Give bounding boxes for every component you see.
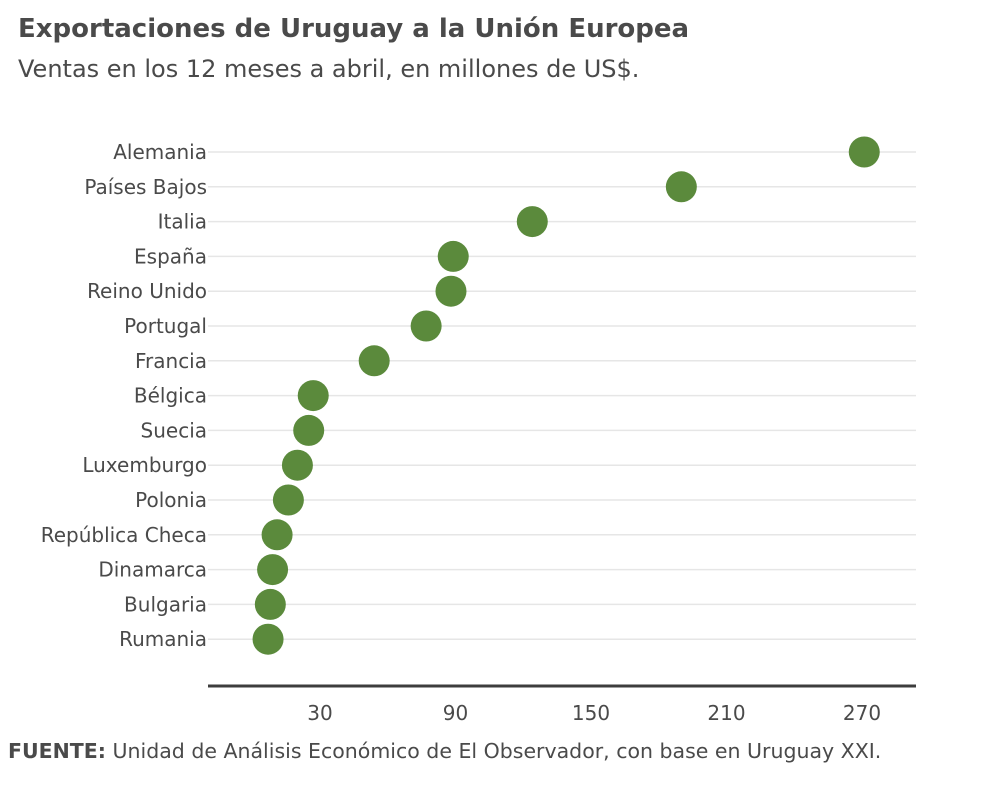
category-label: España [134,244,207,268]
data-point [437,240,469,272]
data-point [272,484,304,516]
category-label: República Checa [41,523,207,547]
source-note: FUENTE: Unidad de Análisis Económico de … [8,739,881,763]
data-point [410,310,442,342]
data-point [665,171,697,203]
source-text: Unidad de Análisis Económico de El Obser… [112,739,882,763]
source-label: FUENTE: [8,739,106,763]
category-label: Dinamarca [98,558,207,582]
data-point [293,414,325,446]
category-label: Portugal [124,314,207,338]
category-label: Alemania [113,140,207,164]
data-point [516,206,548,238]
data-point [297,380,329,412]
data-point [281,449,313,481]
data-point [435,275,467,307]
category-label: Rumania [119,627,207,651]
x-tick-label: 90 [443,701,468,725]
category-label: Italia [158,210,207,234]
chart-title: Exportaciones de Uruguay a la Unión Euro… [18,14,690,44]
data-point [358,345,390,377]
category-label: Suecia [141,418,207,442]
x-tick-label: 30 [307,701,332,725]
category-label: Luxemburgo [82,453,207,477]
data-point [257,554,289,586]
x-tick-label: 210 [707,701,745,725]
data-point [252,623,284,655]
category-label: Bélgica [134,384,207,408]
category-label: Países Bajos [84,175,207,199]
data-point [261,519,293,551]
category-label: Reino Unido [87,279,207,303]
category-label: Polonia [135,488,207,512]
category-label: Francia [135,349,207,373]
category-label: Bulgaria [124,592,207,616]
x-tick-label: 270 [843,701,881,725]
data-point [254,588,286,620]
chart-subtitle: Ventas en los 12 meses a abril, en millo… [18,55,640,83]
x-tick-label: 150 [572,701,610,725]
data-point [848,136,880,168]
